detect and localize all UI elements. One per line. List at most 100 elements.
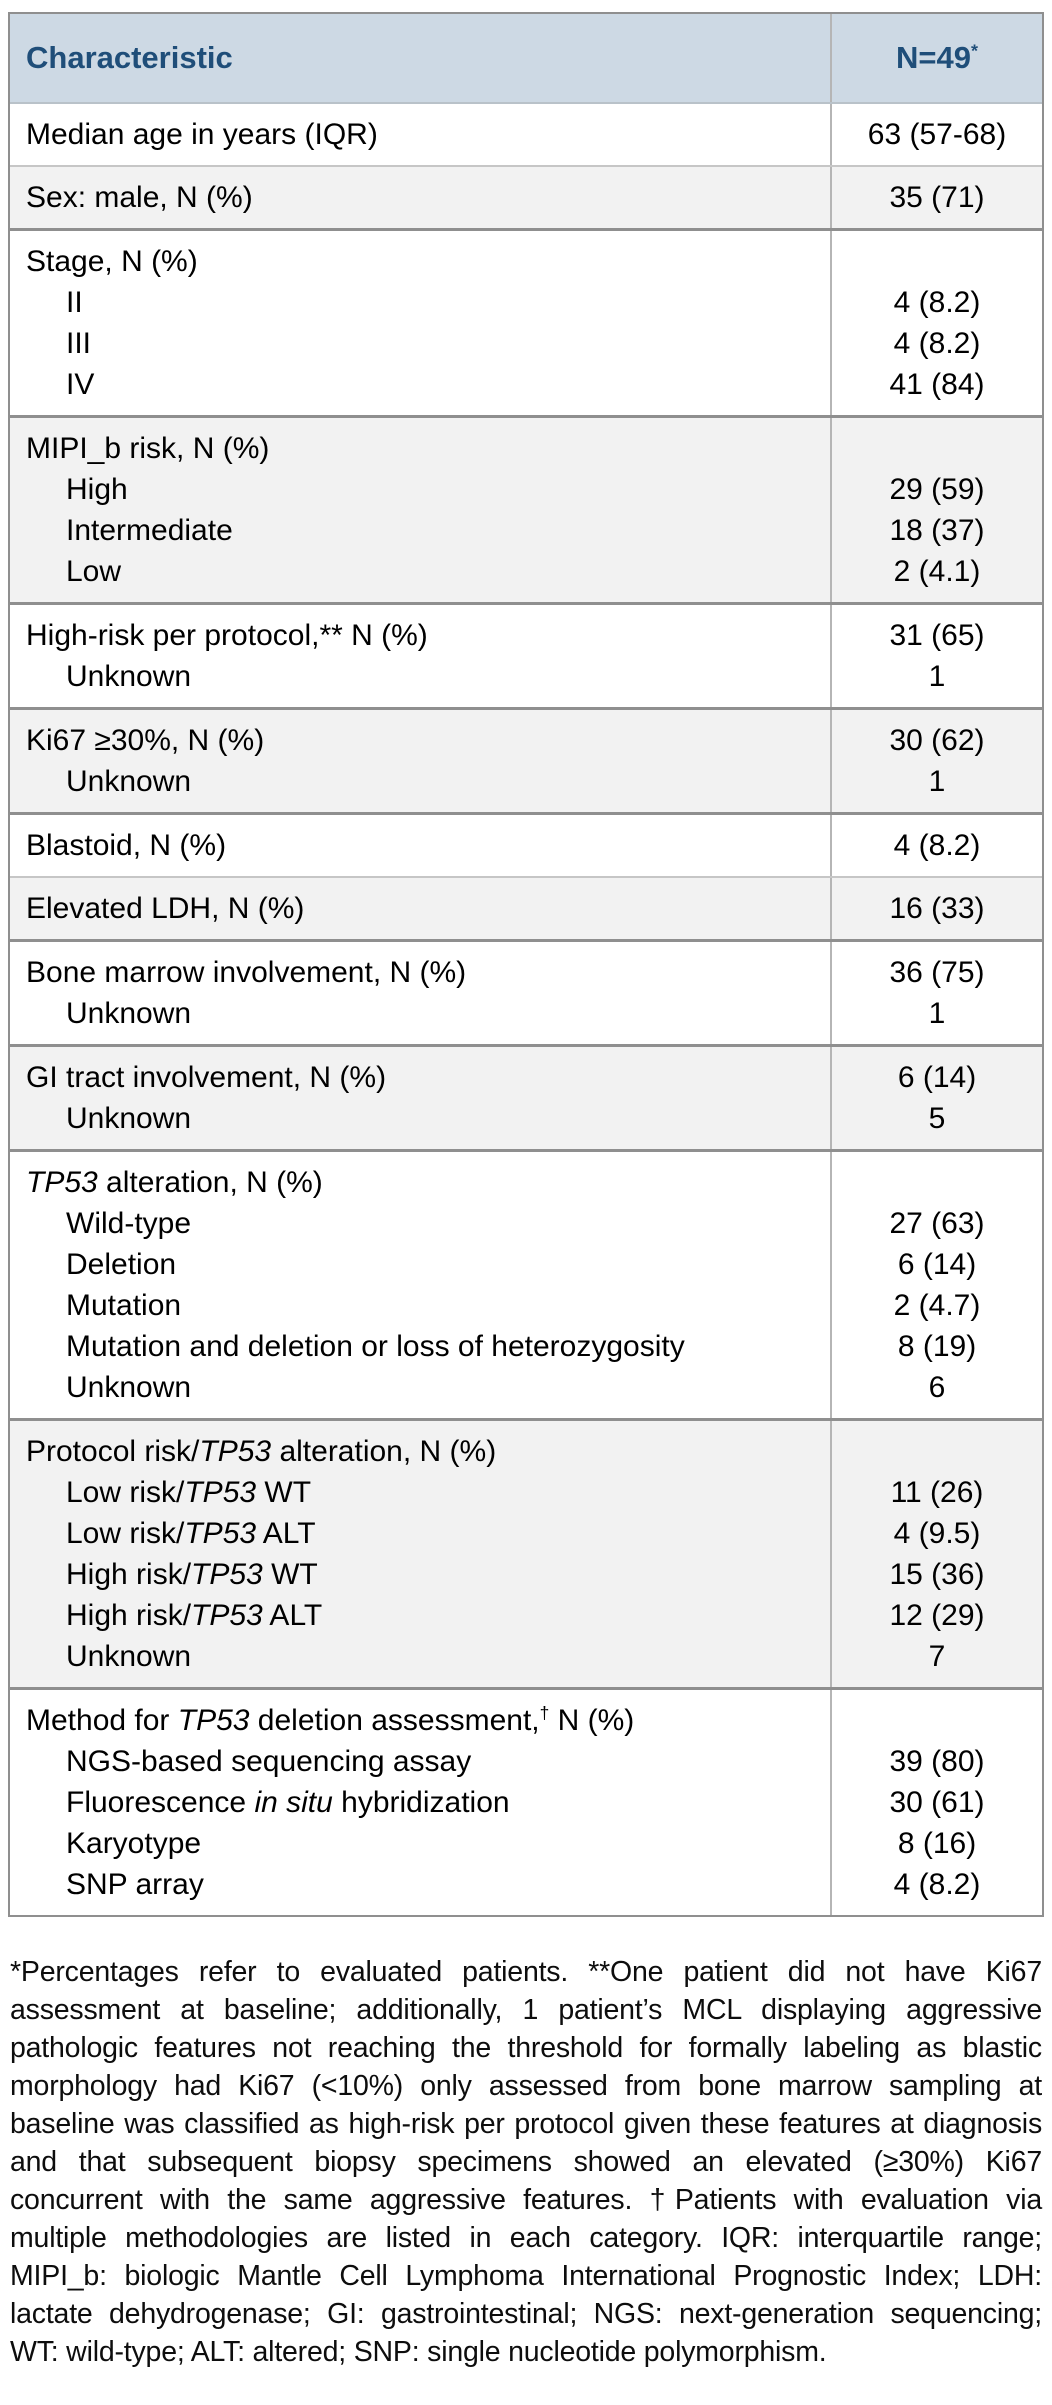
label-italic-segment: TP53 [191, 1599, 263, 1632]
characteristic-label: III [10, 323, 830, 364]
label-text: Unknown [66, 765, 192, 798]
value-text: 1 [928, 997, 946, 1030]
characteristic-label: Protocol risk/TP53 alteration, N (%) [10, 1431, 830, 1472]
value-text: 6 (14) [897, 1248, 977, 1281]
label-text: Median age in years (IQR) [26, 118, 378, 151]
characteristic-label: Unknown [10, 761, 830, 802]
characteristic-label: High risk/TP53 ALT [10, 1595, 830, 1636]
value-text: 2 (4.7) [893, 1289, 981, 1322]
label-text: III [66, 327, 92, 360]
value-cell: 6 (14) 5 [830, 1047, 1042, 1149]
characteristic-cell: Protocol risk/TP53 alteration, N (%) Low … [10, 1421, 830, 1687]
characteristic-label: Intermediate [10, 510, 830, 551]
label-text: Unknown [66, 1640, 192, 1673]
label-text: Method for [26, 1704, 178, 1737]
table-row-group: Protocol risk/TP53 alteration, N (%) Low … [10, 1418, 1042, 1687]
label-text: Deletion [66, 1248, 177, 1281]
value-text: 30 (62) [889, 724, 985, 757]
label-italic-segment: TP53 [184, 1517, 257, 1550]
patient-characteristics-table: Characteristic N=49* Median age in years… [8, 12, 1044, 1917]
label-text: Low risk/ [66, 1517, 185, 1550]
label-text: Karyotype [66, 1827, 202, 1860]
label-text: Low [66, 555, 122, 588]
value-text: 36 (75) [889, 956, 985, 989]
value-text: 5 [928, 1102, 946, 1135]
value-text: 16 (33) [889, 892, 985, 925]
table-row-group: Sex: male, N (%) 35 (71) [10, 165, 1042, 228]
table-row-group: Ki67 ≥30%, N (%) Unknown 30 (62) 1 [10, 707, 1042, 812]
characteristic-label: Median age in years (IQR) [10, 114, 830, 155]
characteristic-label: NGS-based sequencing assay [10, 1741, 830, 1782]
footnote: *Percentages refer to evaluated patients… [10, 1956, 1042, 2368]
table-row-group: Blastoid, N (%) 4 (8.2) [10, 812, 1042, 876]
value-text: 1 [928, 660, 946, 693]
label-text: Fluorescence [66, 1786, 255, 1819]
characteristic-label: TP53 alteration, N (%) [10, 1162, 830, 1203]
label-text: Unknown [66, 997, 192, 1030]
label-text: Wild-type [66, 1207, 192, 1240]
label-text: High [66, 473, 128, 506]
value-text: 12 (29) [889, 1599, 985, 1632]
value-text: 8 (19) [897, 1330, 977, 1363]
table-row-group: Median age in years (IQR) 63 (57-68) [10, 104, 1042, 165]
value-text: 7 [928, 1640, 946, 1673]
label-text: ALT [256, 1517, 316, 1550]
characteristic-label: Unknown [10, 1636, 830, 1677]
value-text: 18 (37) [889, 514, 985, 547]
characteristic-cell: Stage, N (%) II III IV [10, 231, 830, 415]
characteristic-label: Deletion [10, 1244, 830, 1285]
label-italic-segment: TP53 [191, 1558, 263, 1591]
characteristic-label: Mutation [10, 1285, 830, 1326]
characteristic-cell: Elevated LDH, N (%) [10, 878, 830, 939]
characteristic-cell: Median age in years (IQR) [10, 104, 830, 165]
label-text: Mutation and deletion or loss of heteroz… [66, 1330, 685, 1363]
characteristic-cell: Method for TP53 deletion assessment,† N … [10, 1690, 830, 1915]
label-text: MIPI_b risk, N (%) [26, 432, 270, 465]
characteristic-label: High-risk per protocol,** N (%) [10, 615, 830, 656]
value-text: 11 (26) [890, 1476, 984, 1509]
characteristic-label: Bone marrow involvement, N (%) [10, 952, 830, 993]
value-cell: 4 (8.2) 4 (8.2) 41 (84) [830, 231, 1042, 415]
table-row-group: Elevated LDH, N (%) 16 (33) [10, 876, 1042, 939]
characteristic-label: Elevated LDH, N (%) [10, 888, 830, 929]
characteristic-cell: MIPI_b risk, N (%) High Intermediate Low [10, 418, 830, 602]
table-header-row: Characteristic N=49* [10, 14, 1042, 104]
label-text: IV [66, 368, 95, 401]
label-text: hybridization [332, 1786, 510, 1819]
label-text: Intermediate [66, 514, 233, 547]
value-cell: 29 (59) 18 (37) 2 (4.1) [830, 418, 1042, 602]
characteristic-cell: Bone marrow involvement, N (%) Unknown [10, 942, 830, 1044]
value-text: 30 (61) [889, 1786, 985, 1819]
characteristic-label: Unknown [10, 993, 830, 1034]
value-text: 4 (8.2) [893, 286, 981, 319]
characteristic-label: IV [10, 364, 830, 405]
table-row-group: Stage, N (%) II III IV 4 (8.2) 4 (8.2) 41 (84… [10, 228, 1042, 415]
table-row-group: MIPI_b risk, N (%) High Intermediate Low 29… [10, 415, 1042, 602]
label-text: High-risk per protocol,** N (%) [26, 619, 428, 652]
characteristic-label: Unknown [10, 1098, 830, 1139]
characteristic-cell: Sex: male, N (%) [10, 167, 830, 228]
characteristic-label: Unknown [10, 1367, 830, 1408]
value-text [832, 1431, 1042, 1472]
value-text: 2 (4.1) [893, 555, 981, 588]
characteristic-label: Low [10, 551, 830, 592]
table-row-group: High-risk per protocol,** N (%) Unknown 31… [10, 602, 1042, 707]
value-text: 6 [928, 1371, 946, 1404]
value-text: 27 (63) [889, 1207, 985, 1240]
value-text: 41 (84) [889, 368, 985, 401]
value-cell: 36 (75) 1 [830, 942, 1042, 1044]
value-cell: 35 (71) [830, 167, 1042, 228]
label-text: Low risk/ [66, 1476, 185, 1509]
characteristic-cell: High-risk per protocol,** N (%) Unknown [10, 605, 830, 707]
label-text: GI tract involvement, N (%) [26, 1061, 387, 1094]
label-text: Unknown [66, 1371, 192, 1404]
table-row-group: Bone marrow involvement, N (%) Unknown 36 … [10, 939, 1042, 1044]
header-n-asterisk: * [970, 40, 978, 61]
value-cell: 4 (8.2) [830, 815, 1042, 876]
characteristic-cell: GI tract involvement, N (%) Unknown [10, 1047, 830, 1149]
value-text: 4 (8.2) [893, 829, 981, 862]
characteristic-label: MIPI_b risk, N (%) [10, 428, 830, 469]
label-text: deletion assessment, [249, 1704, 540, 1737]
value-text: 39 (80) [889, 1745, 985, 1778]
